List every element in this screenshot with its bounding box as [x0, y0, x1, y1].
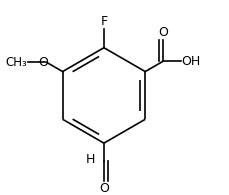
Text: O: O	[157, 27, 167, 39]
Text: CH₃: CH₃	[6, 56, 27, 69]
Text: H: H	[85, 153, 94, 166]
Text: O: O	[38, 56, 47, 69]
Text: OH: OH	[181, 55, 200, 68]
Text: O: O	[98, 182, 108, 195]
Text: F: F	[100, 15, 107, 28]
